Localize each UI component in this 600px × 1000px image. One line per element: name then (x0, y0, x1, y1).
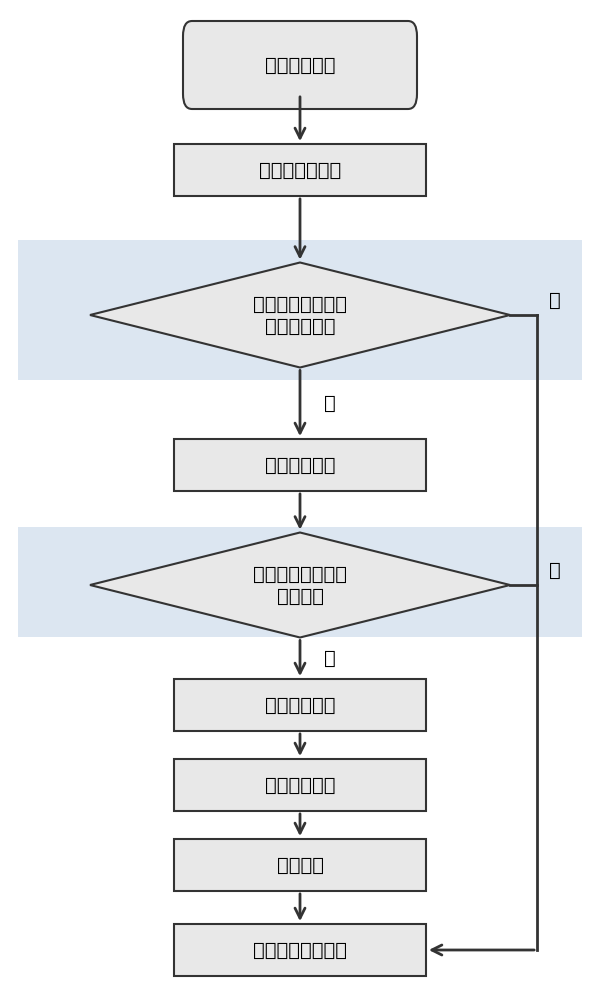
Text: 被测光伏组件: 被测光伏组件 (265, 55, 335, 75)
Text: 输出特性测试: 输出特性测试 (265, 696, 335, 714)
Bar (174, 439, 426, 491)
Text: 红外热成像测试: 红外热成像测试 (259, 160, 341, 180)
Polygon shape (90, 262, 510, 367)
Polygon shape (90, 532, 510, 638)
Text: 否: 否 (549, 290, 561, 309)
Text: 缺陷分析: 缺陷分析 (277, 856, 323, 874)
Text: 否: 否 (549, 560, 561, 580)
Bar (174, 759, 426, 811)
Bar (18, 527, 582, 637)
Bar (174, 924, 426, 976)
Bar (174, 144, 426, 196)
Text: 绝缘电阻测试: 绝缘电阻测试 (265, 456, 335, 475)
Text: 是: 是 (324, 394, 336, 413)
Bar (174, 679, 426, 731)
Text: 光伏组件内部电池
存在温度差异: 光伏组件内部电池 存在温度差异 (253, 294, 347, 336)
FancyBboxPatch shape (183, 21, 417, 109)
Text: 是: 是 (324, 649, 336, 668)
Bar (18, 240, 582, 380)
Text: 电子发光测试: 电子发光测试 (265, 776, 335, 794)
Text: 缺陷检测分析完成: 缺陷检测分析完成 (253, 940, 347, 960)
Bar (174, 839, 426, 891)
Text: 光伏组件绝缘电阻
超过限值: 光伏组件绝缘电阻 超过限值 (253, 564, 347, 605)
